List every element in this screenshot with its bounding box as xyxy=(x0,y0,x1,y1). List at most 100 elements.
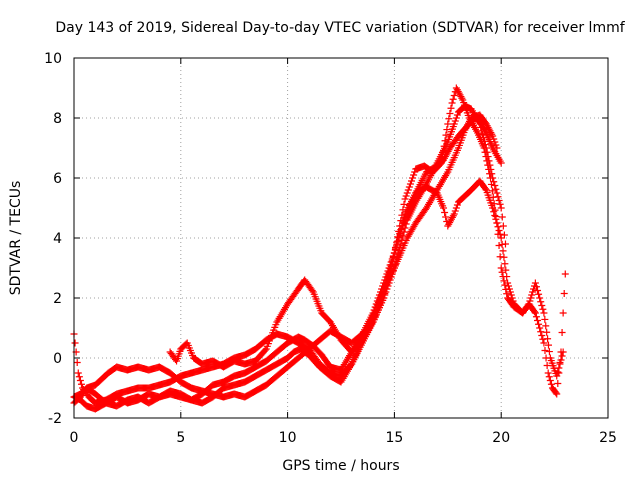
x-tick-label: 5 xyxy=(176,430,185,446)
data-marker xyxy=(441,209,449,216)
data-marker xyxy=(388,258,396,266)
data-marker xyxy=(488,130,496,138)
data-marker xyxy=(405,183,413,191)
data-marker xyxy=(496,200,504,208)
y-tick-label: 4 xyxy=(53,231,62,247)
data-marker xyxy=(384,276,392,284)
data-marker xyxy=(546,377,554,384)
data-marker xyxy=(495,242,503,249)
series-trace-5 xyxy=(166,84,569,398)
data-marker xyxy=(442,131,450,139)
x-tick-label: 15 xyxy=(385,430,403,446)
data-point xyxy=(544,369,552,377)
data-marker xyxy=(481,185,489,193)
x-axis-label: GPS time / hours xyxy=(282,458,399,474)
data-point xyxy=(380,294,388,302)
data-point xyxy=(493,219,501,227)
data-marker xyxy=(534,287,542,294)
data-marker xyxy=(499,222,507,230)
data-marker xyxy=(442,213,450,221)
data-point xyxy=(561,270,569,278)
data-marker xyxy=(395,227,403,235)
data-marker xyxy=(534,317,542,324)
data-point xyxy=(487,174,495,182)
data-marker xyxy=(560,290,568,297)
data-marker xyxy=(500,231,508,239)
series-trace-4 xyxy=(70,177,567,407)
data-marker xyxy=(494,223,502,231)
data-marker xyxy=(71,339,79,347)
data-marker xyxy=(394,233,402,241)
data-marker xyxy=(506,288,514,296)
data-point xyxy=(497,204,505,212)
data-marker xyxy=(545,373,553,381)
data-point xyxy=(540,339,548,347)
data-marker xyxy=(308,287,316,294)
data-marker xyxy=(554,380,562,387)
axes: 0 5 10 15 20 25 -2 0 2 4 6 8 10 xyxy=(44,51,617,446)
data-marker xyxy=(503,290,511,298)
data-marker xyxy=(538,302,546,309)
data-marker xyxy=(481,127,489,135)
data-marker xyxy=(261,346,269,354)
x-tick-label: 20 xyxy=(492,430,510,446)
data-marker xyxy=(485,165,493,173)
data-marker xyxy=(481,148,489,156)
data-marker xyxy=(530,308,538,316)
data-marker xyxy=(385,272,393,279)
data-marker xyxy=(449,212,457,220)
data-marker xyxy=(558,352,566,360)
data-marker xyxy=(556,359,564,366)
plot-area xyxy=(70,84,569,413)
data-marker xyxy=(488,187,496,195)
data-marker xyxy=(498,240,506,248)
data-marker xyxy=(541,315,549,323)
data-marker xyxy=(441,137,449,145)
y-tick-label: 2 xyxy=(53,291,62,307)
data-marker xyxy=(449,95,457,103)
data-marker xyxy=(452,204,460,212)
data-marker xyxy=(402,192,410,200)
data-marker xyxy=(381,290,389,297)
data-marker xyxy=(502,266,510,274)
data-marker xyxy=(502,285,510,293)
data-marker xyxy=(445,115,453,123)
data-marker xyxy=(490,200,498,208)
data-marker xyxy=(383,281,391,288)
data-marker xyxy=(393,238,401,246)
data-point xyxy=(553,390,561,398)
y-tick-label: 0 xyxy=(53,351,62,367)
data-point xyxy=(440,204,448,212)
data-point xyxy=(437,159,445,167)
data-marker xyxy=(542,322,550,330)
data-marker xyxy=(547,380,555,388)
data-marker xyxy=(410,171,418,179)
data-marker xyxy=(484,161,492,169)
x-tick-label: 25 xyxy=(599,430,617,446)
data-marker xyxy=(492,213,500,221)
data-marker xyxy=(404,186,412,194)
data-marker xyxy=(397,217,405,225)
data-marker xyxy=(453,201,461,209)
data-marker xyxy=(543,362,551,369)
grid xyxy=(74,58,608,418)
x-tick-label: 10 xyxy=(279,430,297,446)
data-marker xyxy=(483,157,491,165)
data-point xyxy=(489,132,497,140)
data-marker xyxy=(536,294,544,302)
x-tick-label: 0 xyxy=(70,430,79,446)
y-tick-label: -2 xyxy=(48,411,62,427)
data-marker xyxy=(498,268,506,276)
data-marker xyxy=(396,222,404,230)
data-marker xyxy=(458,94,466,102)
y-axis-label: SDTVAR / TECUs xyxy=(8,181,24,296)
data-marker xyxy=(501,281,509,289)
data-marker xyxy=(487,180,495,188)
data-marker xyxy=(436,160,444,168)
data-point xyxy=(497,159,505,167)
data-marker xyxy=(451,207,459,215)
data-marker xyxy=(496,253,504,261)
data-marker xyxy=(529,288,537,296)
data-marker xyxy=(398,211,406,219)
